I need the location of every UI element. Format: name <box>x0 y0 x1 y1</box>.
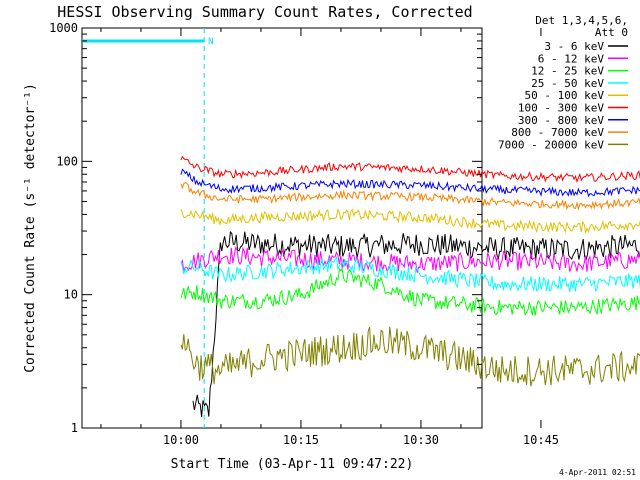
series-line <box>180 267 640 317</box>
series-line <box>180 207 640 234</box>
y-tick-label: 10 <box>64 288 78 302</box>
series-line <box>192 231 640 417</box>
legend-label: 50 - 100 keV <box>525 89 605 102</box>
legend-header: Det 1,3,4,5,6, <box>535 14 628 27</box>
y-tick-label: 100 <box>56 154 78 168</box>
series-group <box>180 155 640 417</box>
y-tick-label: 1 <box>71 421 78 435</box>
legend-label: 3 - 6 keV <box>544 40 604 53</box>
series-line <box>180 246 640 273</box>
series-line <box>180 255 640 293</box>
y-axis-label: Corrected Count Rate (s⁻¹ detector⁻¹) <box>23 83 38 373</box>
legend-label: 7000 - 20000 keV <box>498 138 604 151</box>
timestamp: 4-Apr-2011 02:51 <box>559 468 636 477</box>
x-tick-label: 10:00 <box>163 433 199 447</box>
series-line <box>180 168 640 198</box>
plot-frame <box>81 27 483 429</box>
plot-border <box>81 27 483 429</box>
series-line <box>180 155 640 183</box>
x-tick-label: 10:15 <box>283 433 319 447</box>
legend-label: 300 - 800 keV <box>518 114 604 127</box>
legend-label: 800 - 7000 keV <box>511 126 604 139</box>
night-saa-markers: N <box>82 28 214 428</box>
legend-label: 100 - 300 keV <box>518 102 604 115</box>
legend-label: 6 - 12 keV <box>538 52 605 65</box>
x-tick-label: 10:30 <box>403 433 439 447</box>
legend-header: Att 0 <box>595 26 628 39</box>
legend-label: 12 - 25 keV <box>531 65 604 78</box>
y-tick-label: 1000 <box>49 21 78 35</box>
legend-label: 25 - 50 keV <box>531 77 604 90</box>
night-marker-label: N <box>208 37 213 47</box>
series-line <box>180 326 640 387</box>
series-line <box>180 182 640 211</box>
x-tick-label: 10:45 <box>523 433 559 447</box>
chart-title: HESSI Observing Summary Count Rates, Cor… <box>57 3 472 21</box>
x-axis-label: Start Time (03-Apr-11 09:47:22) <box>171 457 414 472</box>
